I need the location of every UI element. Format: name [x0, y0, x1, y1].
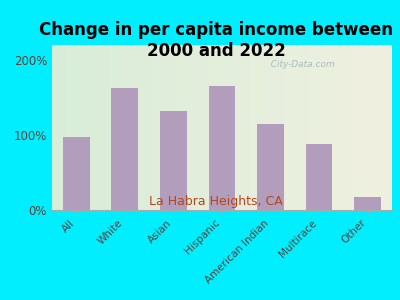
- Bar: [306, 144, 332, 210]
- Text: La Habra Heights, CA: La Habra Heights, CA: [149, 196, 283, 208]
- Bar: [354, 196, 381, 210]
- Text: City-Data.com: City-Data.com: [265, 60, 335, 69]
- Text: Change in per capita income between
2000 and 2022: Change in per capita income between 2000…: [39, 21, 393, 60]
- Bar: [160, 111, 187, 210]
- Bar: [257, 124, 284, 210]
- Bar: [209, 86, 235, 210]
- Bar: [63, 137, 90, 210]
- Bar: [112, 88, 138, 210]
